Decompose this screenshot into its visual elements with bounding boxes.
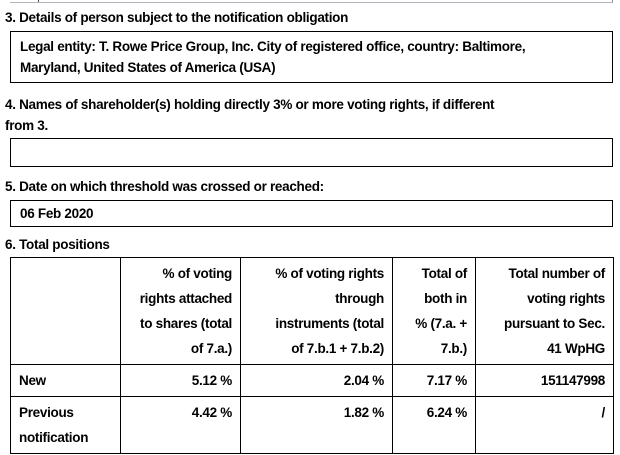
previous-total-both: 6.24 % (392, 396, 476, 454)
section-4-heading: 4. Names of shareholder(s) holding direc… (5, 97, 495, 133)
section-5-heading: 5. Date on which threshold was crossed o… (5, 179, 324, 194)
threshold-date-box: 06 Feb 2020 (10, 200, 613, 227)
new-voting-rights-instruments: 2.04 % (240, 364, 393, 397)
header-empty-cell (10, 257, 121, 365)
table-row-previous-notification: Previous notification 4.42 % 1.82 % 6.24… (10, 396, 614, 454)
header-voting-rights-instruments: % of voting rights through instruments (… (240, 257, 393, 365)
row-label: New (10, 364, 121, 397)
shareholders-box (10, 138, 613, 167)
section-6-heading: 6. Total positions (5, 237, 110, 252)
header-total-of-both: Total of both in % (7.a. + 7.b.) (392, 257, 476, 365)
table-row-new: New 5.12 % 2.04 % 7.17 % 151147998 (10, 364, 614, 397)
header-total-number-voting-rights: Total number of voting rights pursuant t… (475, 257, 614, 365)
row-label: Previous notification (10, 396, 121, 454)
previous-voting-rights-instruments: 1.82 % (240, 396, 393, 454)
previous-table-right-divider (612, 0, 613, 2)
previous-table-bottom-border (10, 0, 613, 3)
new-total-number: 151147998 (475, 364, 614, 397)
new-total-both: 7.17 % (392, 364, 476, 397)
header-voting-rights-shares: % of voting rights attached to shares (t… (120, 257, 241, 365)
previous-voting-rights-shares: 4.42 % (120, 396, 241, 454)
section-3-heading: 3. Details of person subject to the noti… (5, 10, 349, 25)
previous-table-column-divider (38, 0, 39, 2)
legal-entity-box: Legal entity: T. Rowe Price Group, Inc. … (10, 31, 613, 83)
previous-total-number: / (475, 396, 614, 454)
table-header-row: % of voting rights attached to shares (t… (10, 257, 614, 365)
total-positions-table: % of voting rights attached to shares (t… (10, 257, 614, 454)
new-voting-rights-shares: 5.12 % (120, 364, 241, 397)
